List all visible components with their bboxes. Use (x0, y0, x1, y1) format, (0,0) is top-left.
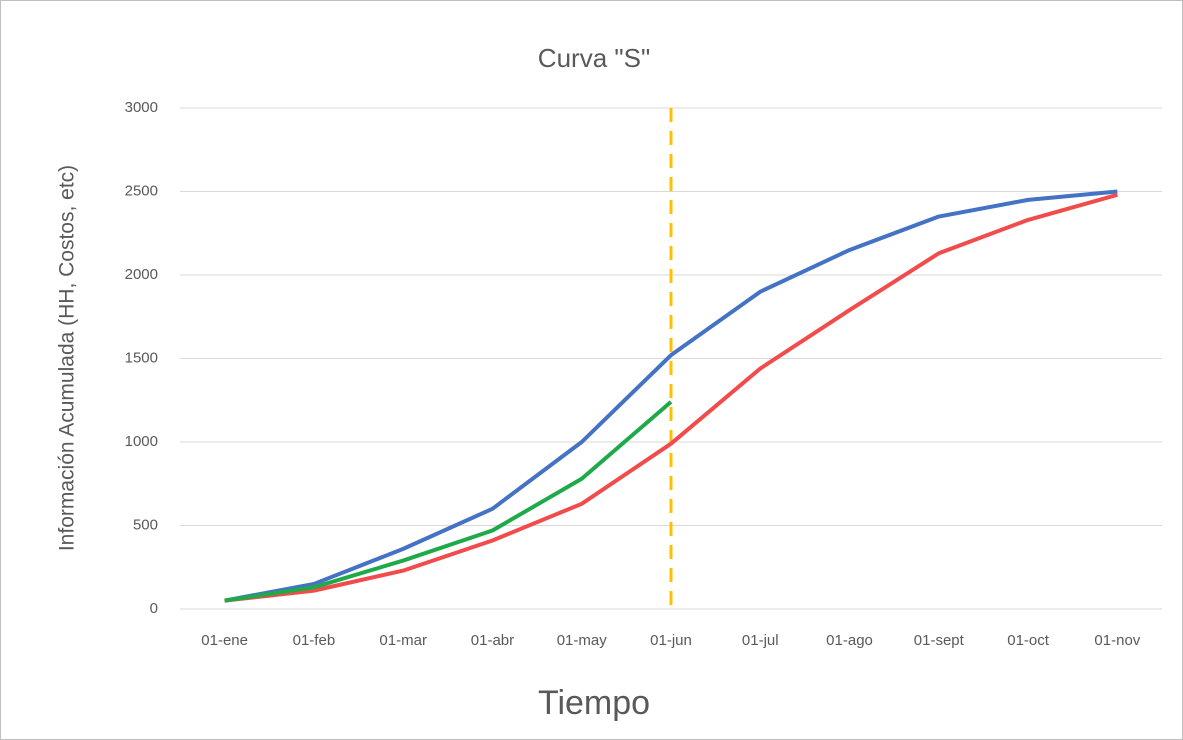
x-axis-title: Tiempo (538, 684, 650, 722)
y-axis-title: Información Acumulada (HH, Costos, etc) (56, 165, 79, 551)
y-tick-label: 2500 (125, 182, 158, 199)
y-tick-label: 1500 (125, 349, 158, 366)
series-line (224, 189, 1118, 603)
x-tick-label: 01-sept (914, 632, 965, 649)
series-line (224, 192, 1118, 603)
chart-title: Curva "S" (538, 43, 650, 73)
series-line (224, 400, 673, 603)
x-tick-label: 01-nov (1094, 632, 1140, 649)
x-tick-label: 01-jun (650, 632, 692, 649)
x-tick-label: 01-ene (201, 632, 248, 649)
x-tick-label: 01-ago (826, 632, 873, 649)
x-tick-label: 01-jul (742, 632, 779, 649)
x-tick-label: 01-feb (293, 632, 336, 649)
y-tick-label: 3000 (125, 99, 158, 116)
x-tick-label: 01-abr (471, 632, 514, 649)
x-tick-label: 01-oct (1007, 632, 1050, 649)
y-tick-label: 1000 (125, 433, 158, 450)
y-tick-label: 500 (133, 516, 158, 533)
y-tick-label: 0 (150, 600, 158, 617)
y-tick-label: 2000 (125, 266, 158, 283)
x-tick-label: 01-may (557, 632, 608, 649)
x-tick-label: 01-mar (379, 632, 427, 649)
